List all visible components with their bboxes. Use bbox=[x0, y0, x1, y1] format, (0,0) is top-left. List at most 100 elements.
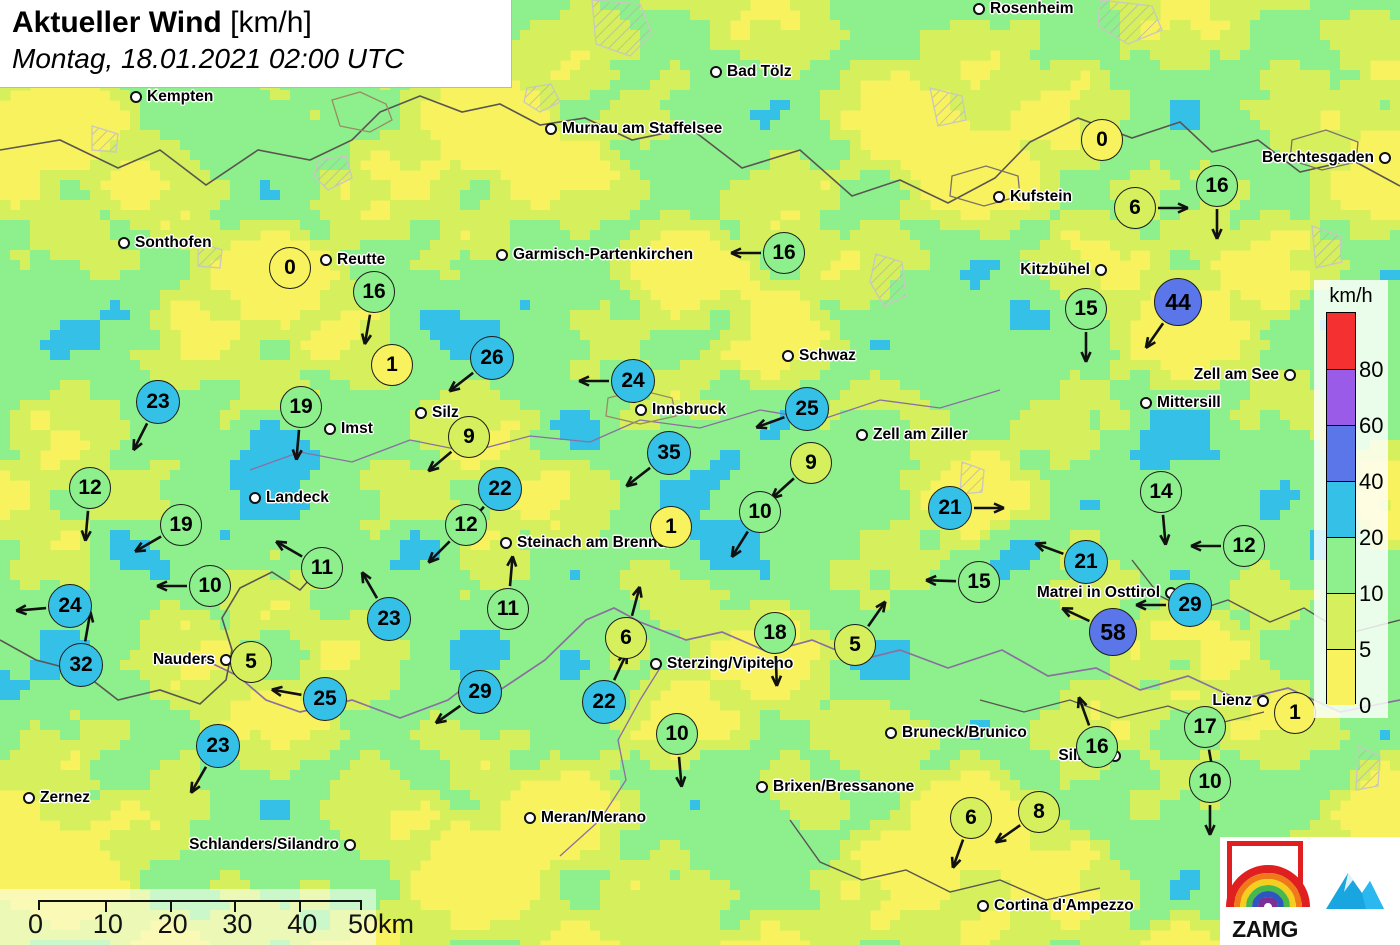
wind-station-marker[interactable]: 10 bbox=[656, 713, 698, 755]
wind-speed-value: 24 bbox=[621, 369, 645, 392]
wind-speed-value: 8 bbox=[1033, 800, 1045, 823]
wind-speed-value: 21 bbox=[1074, 550, 1098, 573]
wind-station-marker[interactable]: 14 bbox=[1140, 471, 1182, 513]
city-label: Rosenheim bbox=[990, 0, 1074, 17]
wind-speed-value: 11 bbox=[496, 597, 520, 620]
title-main: Aktueller Wind bbox=[12, 6, 222, 39]
wind-station-marker[interactable]: 25 bbox=[785, 387, 829, 431]
wind-station-marker[interactable]: 12 bbox=[1223, 525, 1265, 567]
wind-station-marker[interactable]: 21 bbox=[928, 486, 972, 530]
city-label: Schwaz bbox=[799, 347, 856, 364]
city-dot-icon bbox=[1095, 264, 1107, 276]
scale-tick-label: 0 bbox=[28, 909, 44, 939]
city-dot-icon bbox=[415, 407, 427, 419]
wind-station-marker[interactable]: 12 bbox=[69, 467, 111, 509]
wind-station-marker[interactable]: 17 bbox=[1184, 706, 1226, 748]
wind-station-marker[interactable]: 6 bbox=[1114, 187, 1156, 229]
legend-band bbox=[1327, 649, 1355, 705]
wind-station-marker[interactable]: 8 bbox=[1018, 791, 1060, 833]
wind-speed-value: 17 bbox=[1193, 715, 1217, 738]
wind-station-marker[interactable]: 24 bbox=[48, 584, 92, 628]
wind-station-marker[interactable]: 24 bbox=[611, 359, 655, 403]
wind-speed-value: 23 bbox=[377, 607, 401, 630]
city-label: Landeck bbox=[266, 489, 329, 506]
wind-speed-value: 6 bbox=[965, 806, 977, 829]
wind-speed-value: 29 bbox=[468, 680, 492, 703]
scale-tick-label: 50km bbox=[348, 909, 415, 939]
wind-station-marker[interactable]: 11 bbox=[487, 588, 529, 630]
wind-station-marker[interactable]: 0 bbox=[269, 247, 311, 289]
wind-station-marker[interactable]: 0 bbox=[1081, 119, 1123, 161]
wind-station-marker[interactable]: 58 bbox=[1089, 608, 1137, 656]
wind-station-marker[interactable]: 18 bbox=[754, 612, 796, 654]
city-dot-icon bbox=[782, 350, 794, 362]
wind-station-marker[interactable]: 26 bbox=[470, 336, 514, 380]
city-label: Matrei in Osttirol bbox=[1036, 584, 1160, 601]
geosphere-logo[interactable] bbox=[1310, 837, 1400, 945]
wind-speed-value: 26 bbox=[480, 346, 504, 369]
wind-station-marker[interactable]: 19 bbox=[280, 386, 322, 428]
wind-station-marker[interactable]: 19 bbox=[160, 504, 202, 546]
city-dot-icon bbox=[973, 3, 985, 15]
wind-station-marker[interactable]: 29 bbox=[458, 670, 502, 714]
wind-station-marker[interactable]: 9 bbox=[448, 416, 490, 458]
city-dot-icon bbox=[710, 66, 722, 78]
wind-station-marker[interactable]: 21 bbox=[1064, 540, 1108, 584]
wind-station-marker[interactable]: 16 bbox=[353, 271, 395, 313]
wind-station-marker[interactable]: 10 bbox=[189, 565, 231, 607]
wind-station-marker[interactable]: 16 bbox=[1196, 165, 1238, 207]
wind-station-marker[interactable]: 6 bbox=[950, 797, 992, 839]
wind-speed-value: 19 bbox=[289, 395, 313, 418]
zamg-wordmark: ZAMG bbox=[1232, 916, 1298, 942]
wind-station-marker[interactable]: 16 bbox=[763, 232, 805, 274]
wind-speed-value: 25 bbox=[795, 397, 819, 420]
wind-station-marker[interactable]: 23 bbox=[367, 597, 411, 641]
wind-speed-value: 5 bbox=[245, 650, 257, 673]
wind-station-marker[interactable]: 6 bbox=[605, 617, 647, 659]
wind-station-marker[interactable]: 1 bbox=[650, 506, 692, 548]
wind-speed-value: 29 bbox=[1178, 593, 1202, 616]
wind-station-marker[interactable]: 15 bbox=[958, 561, 1000, 603]
city-label: Brixen/Bressanone bbox=[773, 778, 915, 795]
wind-station-marker[interactable]: 29 bbox=[1168, 583, 1212, 627]
city-dot-icon bbox=[23, 792, 35, 804]
wind-station-marker[interactable]: 15 bbox=[1065, 288, 1107, 330]
legend-band bbox=[1327, 481, 1355, 537]
wind-station-marker[interactable]: 22 bbox=[478, 467, 522, 511]
wind-station-marker[interactable]: 10 bbox=[739, 491, 781, 533]
city-label: Nauders bbox=[152, 651, 215, 668]
city-dot-icon bbox=[249, 492, 261, 504]
legend-band bbox=[1327, 313, 1355, 369]
legend-unit-label: km/h bbox=[1329, 285, 1373, 307]
wind-station-marker[interactable]: 1 bbox=[371, 344, 413, 386]
wind-station-marker[interactable]: 23 bbox=[136, 380, 180, 424]
wind-speed-value: 32 bbox=[69, 653, 93, 676]
geosphere-mountain-icon bbox=[1326, 873, 1384, 909]
wind-station-marker[interactable]: 16 bbox=[1076, 726, 1118, 768]
wind-speed-value: 11 bbox=[310, 556, 334, 579]
wind-station-marker[interactable]: 1 bbox=[1274, 692, 1316, 734]
wind-speed-value: 10 bbox=[1198, 770, 1222, 793]
zamg-logo[interactable]: ZAMG bbox=[1220, 837, 1310, 945]
wind-station-marker[interactable]: 22 bbox=[582, 680, 626, 724]
city-label: Zernez bbox=[40, 789, 90, 806]
wind-station-marker[interactable]: 9 bbox=[790, 442, 832, 484]
scale-tick-mark bbox=[299, 900, 302, 912]
wind-station-marker[interactable]: 5 bbox=[230, 641, 272, 683]
wind-speed-value: 1 bbox=[665, 515, 677, 538]
wind-station-marker[interactable]: 23 bbox=[196, 724, 240, 768]
wind-station-marker[interactable]: 10 bbox=[1189, 761, 1231, 803]
city-label: Sonthofen bbox=[135, 234, 212, 251]
wind-speed-value: 22 bbox=[592, 690, 616, 713]
wind-station-marker[interactable]: 25 bbox=[303, 677, 347, 721]
city-label: Kitzbühel bbox=[1020, 261, 1090, 278]
wind-station-marker[interactable]: 44 bbox=[1154, 278, 1202, 326]
scale-bar: 0 10 20 30 40 50km bbox=[0, 889, 414, 945]
wind-station-marker[interactable]: 5 bbox=[834, 624, 876, 666]
wind-station-marker[interactable]: 35 bbox=[647, 431, 691, 475]
wind-station-marker[interactable]: 12 bbox=[445, 504, 487, 546]
wind-station-marker[interactable]: 11 bbox=[301, 547, 343, 589]
wind-station-marker[interactable]: 32 bbox=[59, 643, 103, 687]
wind-speed-value: 10 bbox=[198, 574, 222, 597]
wind-speed-value: 0 bbox=[284, 256, 296, 279]
